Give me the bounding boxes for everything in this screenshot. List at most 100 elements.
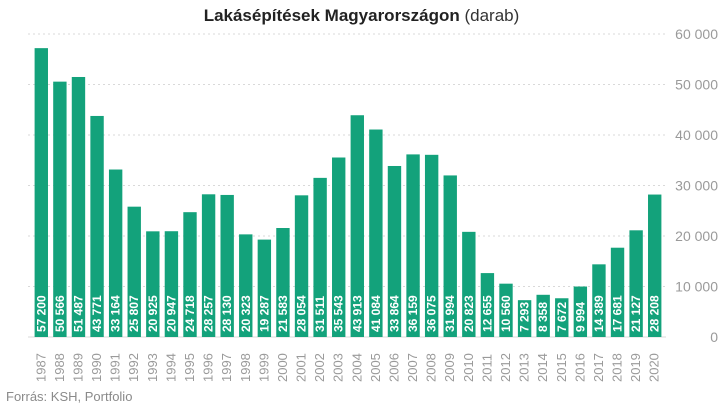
value-label: 9 994 [573,302,587,332]
x-tick-label: 1994 [163,353,178,382]
bar-2010 [462,231,476,337]
value-label: 28 054 [295,295,309,332]
x-tick-label: 2005 [368,353,383,382]
x-tick-label: 2016 [572,353,587,382]
bar-1987 [34,48,48,337]
bar-2007 [406,154,420,337]
value-labels: 57 200 50 566 51 487 43 771 33 164 25 807 20 9… [34,295,661,332]
bar-1992 [127,206,141,337]
value-label: 21 127 [629,295,643,332]
value-label: 33 864 [387,295,401,332]
x-tick-label: 2012 [498,353,513,382]
bar-2020 [648,194,662,337]
value-label: 20 925 [146,295,160,332]
value-label: 10 560 [499,295,513,332]
value-label: 28 208 [648,295,662,332]
x-tick-label: 1988 [52,353,67,382]
x-axis-ticks: 1987 1988 1989 1990 1991 1992 1993 1994 1995 1996… [33,353,661,382]
bar-2017 [592,264,606,337]
value-label: 35 543 [332,295,346,332]
value-label: 17 681 [611,295,625,332]
x-tick-label: 2008 [424,353,439,382]
x-tick-label: 2007 [405,353,420,382]
bar-1995 [183,212,197,337]
bar-2003 [332,157,346,337]
bar-1999 [257,239,272,337]
bar-2000 [276,228,290,337]
x-tick-label: 1993 [145,353,160,382]
x-tick-label: 2017 [591,353,606,382]
x-tick-label: 2000 [275,353,290,382]
bar-2004 [350,115,364,337]
bar-1996 [201,194,216,337]
bar-1990 [90,115,104,337]
x-tick-label: 2015 [554,353,569,382]
x-tick-label: 1990 [89,353,104,382]
x-tick-label: 1991 [108,353,123,382]
x-tick-label: 2004 [349,353,364,382]
x-tick-label: 2013 [517,353,532,382]
x-tick-label: 1997 [219,353,234,382]
value-label: 43 771 [90,295,104,332]
x-tick-label: 2002 [312,353,327,382]
y-tick-label: 20 000 [675,228,718,244]
x-tick-label: 1999 [256,353,271,382]
x-tick-label: 2001 [294,353,309,382]
chart-title-main: Lakásépítések Magyarországon [203,6,460,25]
chart-title: Lakásépítések Magyarországon (darab) [0,6,723,26]
value-label: 28 130 [220,295,234,332]
bar-2015 [555,298,569,337]
value-label: 14 389 [592,295,606,332]
y-tick-label: 30 000 [675,178,718,194]
x-tick-label: 2003 [331,353,346,382]
x-tick-label: 2010 [461,353,476,382]
bar-2013 [517,300,532,337]
value-label: 51 487 [71,295,85,332]
bar-2001 [294,195,309,337]
bar-1993 [146,231,160,337]
source-note: Forrás: KSH, Portfolio [6,389,133,404]
value-label: 20 947 [164,295,178,332]
bar-2002 [313,177,327,337]
value-label: 7 293 [518,302,532,332]
bar-1991 [108,169,123,337]
bar-2005 [369,129,383,337]
value-label: 8 358 [536,302,550,332]
x-tick-label: 2006 [386,353,401,382]
value-label: 20 323 [239,295,253,332]
bar-2016 [573,286,588,337]
x-tick-label: 2009 [442,353,457,382]
chart-title-unit: (darab) [464,6,520,25]
y-tick-label: 0 [710,329,718,345]
value-label: 33 164 [109,295,123,332]
x-tick-label: 1995 [182,353,197,382]
bar-2011 [480,273,495,337]
x-tick-label: 2011 [479,354,494,382]
value-label: 50 566 [53,295,67,332]
value-label: 41 084 [369,295,383,332]
bar-2018 [610,247,625,337]
y-axis-ticks: 0 10 000 20 000 30 000 40 000 50 000 60 000 [675,26,718,345]
x-tick-label: 1996 [201,353,216,382]
bars [34,48,662,338]
value-label: 20 823 [462,295,476,332]
value-label: 24 718 [183,295,197,332]
value-label: 36 159 [406,295,420,332]
value-label: 57 200 [34,295,48,332]
bar-2014 [536,294,550,337]
bar-2012 [499,283,513,337]
bar-2009 [443,175,457,337]
value-label: 19 287 [257,295,271,332]
bar-1989 [71,76,86,337]
value-label: 12 655 [480,295,494,332]
x-tick-label: 1998 [238,353,253,382]
value-label: 28 257 [202,295,216,332]
x-tick-label: 2020 [647,353,662,382]
value-label: 25 807 [127,295,141,332]
value-label: 7 672 [555,302,569,332]
x-tick-label: 1989 [70,353,85,382]
x-tick-label: 2018 [610,353,625,382]
x-tick-label: 1987 [33,353,48,382]
value-label: 21 583 [276,295,290,332]
